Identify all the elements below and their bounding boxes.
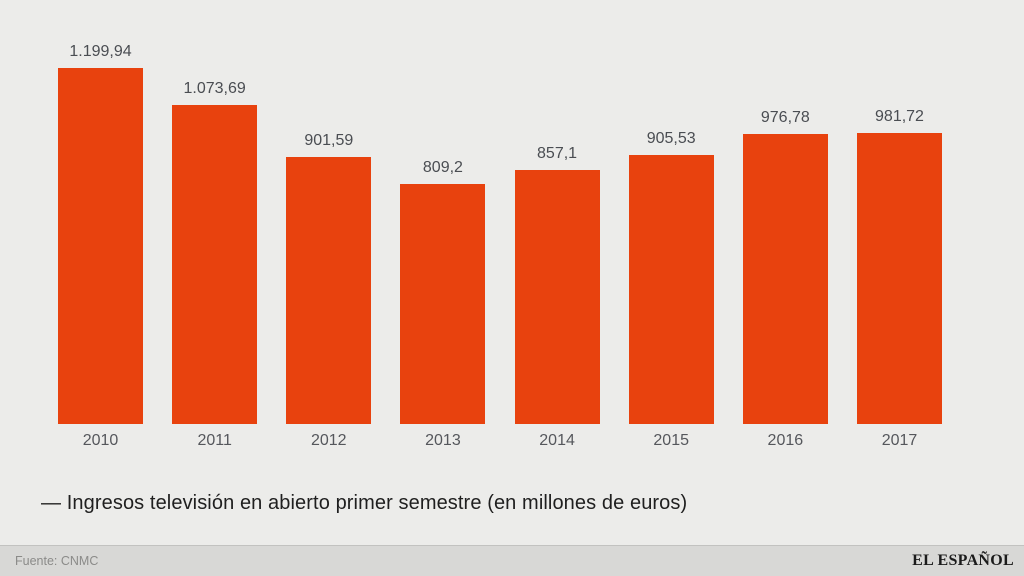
source-label: Fuente: CNMC (15, 554, 99, 568)
bar (286, 157, 372, 424)
chart-caption: — Ingresos televisión en abierto primer … (41, 492, 688, 514)
bar (58, 68, 143, 424)
bar (514, 170, 600, 424)
bars-row: 1.199,94 1.073,69 901,59 809,2 857,1 905,53 97… (58, 43, 942, 424)
bar-value-label: 976,78 (760, 109, 810, 126)
x-axis-label: 2013 (425, 432, 461, 449)
bar-value-label: 1.199,94 (69, 43, 132, 60)
bar-column: 901,59 (286, 132, 372, 424)
bar-value-label: 905,53 (646, 130, 696, 147)
footer-bar: Fuente: CNMC EL ESPAÑOL (0, 545, 1024, 576)
bar-column: 1.199,94 (58, 43, 143, 424)
x-axis-row: 2010 2011 2012 2013 2014 2015 2016 2017 (0, 432, 1024, 450)
bar-column: 1.073,69 (172, 80, 258, 424)
bar (856, 133, 942, 424)
bar (400, 184, 486, 424)
el-espanol-logo: EL ESPAÑOL (912, 552, 1014, 569)
x-axis-label: 2012 (310, 432, 347, 449)
x-axis-label: 2016 (767, 432, 804, 449)
bar-column: 981,72 (856, 108, 942, 424)
bar-chart: 1.199,94 1.073,69 901,59 809,2 857,1 905,53 97… (0, 43, 1024, 450)
x-axis-label: 2015 (653, 432, 689, 449)
x-axis-label: 2011 (197, 432, 232, 449)
bar-value-label: 1.073,69 (183, 80, 246, 97)
bar-column: 857,1 (514, 145, 600, 424)
bar-column: 976,78 (742, 109, 828, 424)
x-axis-label: 2017 (881, 432, 918, 449)
bar-value-label: 901,59 (304, 132, 354, 149)
bar-value-label: 857,1 (537, 145, 578, 162)
x-axis-label: 2010 (82, 432, 119, 449)
bar-column: 905,53 (628, 130, 714, 424)
bar-value-label: 981,72 (875, 108, 924, 125)
bar (742, 134, 828, 424)
x-axis-label: 2014 (539, 432, 575, 449)
bar (628, 155, 714, 424)
bar (172, 105, 258, 424)
bar-value-label: 809,2 (422, 159, 463, 176)
bar-column: 809,2 (400, 159, 486, 424)
